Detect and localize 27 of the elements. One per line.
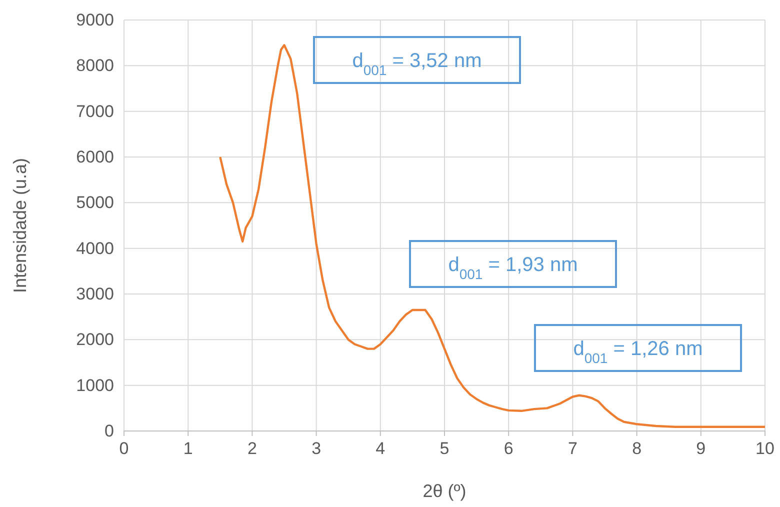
y-tick-label: 9000 — [76, 10, 114, 30]
x-tick-label: 0 — [119, 439, 129, 458]
y-tick-label: 3000 — [76, 284, 114, 304]
line-series — [219, 44, 766, 428]
x-tick-label: 7 — [568, 439, 578, 458]
x-axis-title: 2θ (º) — [422, 481, 466, 501]
y-tick-label: 1000 — [76, 376, 114, 395]
annotation: d$_{001}$ = 1,93 nm — [448, 254, 578, 282]
x-tick-label: 3 — [312, 439, 322, 458]
x-tick-label: 8 — [632, 439, 642, 458]
y-tick-label: 5000 — [76, 193, 114, 212]
x-tick-label: 5 — [440, 439, 450, 458]
annotation: d$_{001}$ = 3,52 nm — [352, 50, 482, 78]
annotation: d$_{001}$ = 1,26 nm — [573, 338, 703, 366]
y-tick-label: 8000 — [76, 56, 114, 76]
x-tick-label: 9 — [696, 439, 706, 458]
x-tick-label: 10 — [756, 439, 774, 458]
y-tick-label: 0 — [104, 421, 114, 440]
x-tick-label: 6 — [504, 439, 514, 458]
y-axis-title: Intensidade (u.a) — [10, 158, 30, 294]
y-tick-label: 2000 — [76, 330, 114, 350]
x-tick-label: 1 — [183, 439, 193, 458]
x-tick-label: 4 — [376, 439, 386, 458]
y-tick-label: 4000 — [76, 238, 114, 258]
y-tick-label: 7000 — [76, 102, 114, 121]
x-tick-label: 2 — [247, 439, 257, 458]
y-tick-label: 6000 — [76, 147, 114, 166]
